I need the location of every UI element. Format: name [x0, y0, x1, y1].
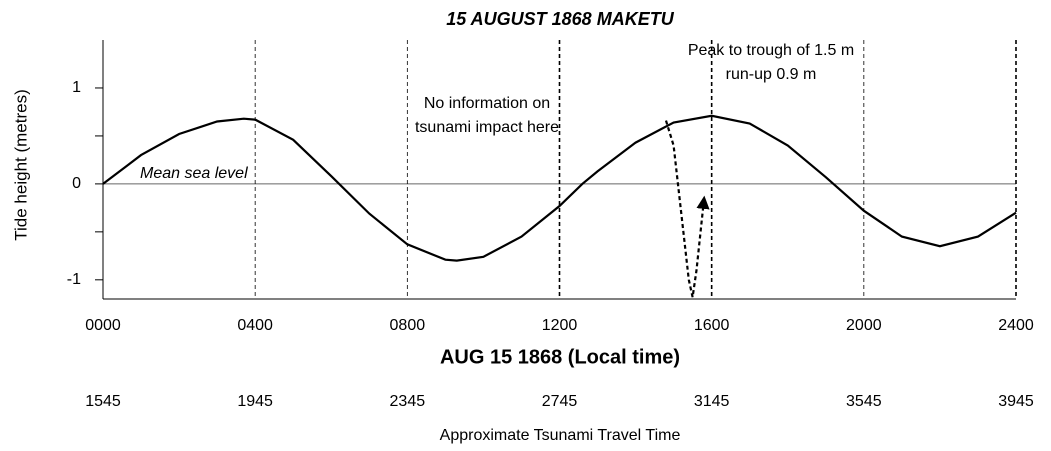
annotation: tsunami impact here [415, 119, 559, 136]
x-tick-label: 1200 [542, 317, 578, 334]
x-tick-label: 2400 [998, 317, 1034, 334]
x-tick-label: 2000 [846, 317, 882, 334]
annotation: Peak to trough of 1.5 m [688, 42, 854, 59]
annotation: Mean sea level [140, 165, 248, 182]
tsunami-line [664, 120, 710, 298]
y-tick-label: -1 [67, 271, 81, 288]
y-axis-label: Tide height (metres) [11, 89, 30, 240]
y-tick-label: 1 [72, 79, 81, 96]
x-tick-label: 0000 [85, 317, 121, 334]
x2-tick-label: 3545 [846, 393, 882, 410]
x2-axis-label: Approximate Tsunami Travel Time [440, 427, 681, 444]
x2-tick-label: 1945 [237, 393, 273, 410]
x2-tick-label: 1545 [85, 393, 121, 410]
y-tick-label: 0 [72, 175, 81, 192]
chart-title: 15 AUGUST 1868 MAKETU [446, 9, 674, 29]
x2-tick-label: 3145 [694, 393, 730, 410]
x2-tick-label: 2345 [390, 393, 426, 410]
annotation: run-up 0.9 m [726, 66, 817, 83]
x-tick-label: 0400 [237, 317, 273, 334]
tide-line [102, 114, 1017, 262]
x2-tick-label: 2745 [542, 393, 578, 410]
x2-tick-label: 3945 [998, 393, 1034, 410]
x-tick-label: 1600 [694, 317, 730, 334]
annotation: No information on [424, 95, 550, 112]
x-axis-label: AUG 15 1868 (Local time) [440, 346, 680, 368]
x-tick-label: 0800 [390, 317, 426, 334]
